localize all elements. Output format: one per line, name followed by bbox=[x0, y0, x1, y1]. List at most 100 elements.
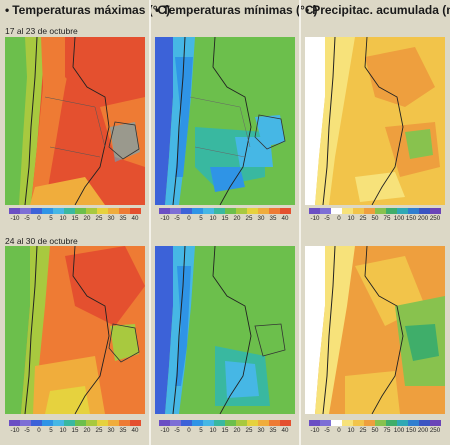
scale-precip-week-1: -10 -5 0 10 25 50 75 100 150 200 250 bbox=[305, 208, 445, 224]
scale-tick-label: -5 bbox=[24, 427, 30, 434]
scale-color-step bbox=[108, 208, 119, 214]
scale-color-step bbox=[280, 420, 291, 426]
scale-tick-label: 15 bbox=[71, 215, 79, 222]
scale-tick-label: 20 bbox=[83, 215, 91, 222]
title-max-temp: • Temperaturas máximas (°C) bbox=[5, 3, 171, 17]
scale-color-step bbox=[408, 420, 419, 426]
map-precip-week-2 bbox=[305, 246, 445, 414]
scale-color-step bbox=[86, 420, 97, 426]
scale-tick-label: 15 bbox=[71, 427, 79, 434]
scale-tick-label: 50 bbox=[371, 427, 379, 434]
scale-tick-label: 25 bbox=[359, 215, 367, 222]
scale-color-step bbox=[31, 208, 42, 214]
scale-tick-label: 100 bbox=[393, 215, 405, 222]
scale-color-step bbox=[119, 208, 130, 214]
scale-max-temp-week-2: -10 -5 0 5 10 15 20 25 30 35 40 bbox=[5, 420, 145, 436]
scale-color-step bbox=[64, 420, 75, 426]
column-divider bbox=[149, 0, 151, 445]
scale-tick-label: -5 bbox=[174, 427, 180, 434]
scale-color-step bbox=[97, 420, 108, 426]
scale-tick-label: 40 bbox=[131, 215, 139, 222]
scale-color-step bbox=[236, 420, 247, 426]
scale-tick-label: 250 bbox=[429, 427, 441, 434]
scale-color-step bbox=[375, 420, 386, 426]
scale-color-step bbox=[320, 208, 331, 214]
scale-color-step bbox=[309, 420, 320, 426]
scale-color-step bbox=[64, 208, 75, 214]
scale-color-step bbox=[225, 420, 236, 426]
scale-color-step bbox=[119, 420, 130, 426]
scale-color-step bbox=[86, 208, 97, 214]
scale-color-step bbox=[258, 420, 269, 426]
scale-tick-label: 35 bbox=[119, 215, 127, 222]
scale-tick-label: 75 bbox=[383, 215, 391, 222]
scale-color-step bbox=[159, 420, 170, 426]
scale-tick-label: -5 bbox=[324, 215, 330, 222]
scale-color-step bbox=[269, 208, 280, 214]
scale-tick-label: -10 bbox=[310, 215, 320, 222]
scale-tick-label: 35 bbox=[269, 427, 277, 434]
scale-color-step bbox=[430, 208, 441, 214]
scale-min-temp-week-2: -10 -5 0 5 10 15 20 25 30 35 40 bbox=[155, 420, 295, 436]
scale-color-step bbox=[364, 420, 375, 426]
scale-tick-label: 100 bbox=[393, 427, 405, 434]
scale-tick-label: 30 bbox=[257, 427, 265, 434]
scale-tick-label: 150 bbox=[405, 427, 417, 434]
scale-tick-label: 0 bbox=[187, 215, 191, 222]
column-divider bbox=[299, 0, 301, 445]
map-min-temp-week-2 bbox=[155, 246, 295, 414]
scale-color-step bbox=[9, 208, 20, 214]
scale-tick-label: 150 bbox=[405, 215, 417, 222]
scale-color-step bbox=[342, 420, 353, 426]
scale-color-step bbox=[214, 420, 225, 426]
scale-tick-label: 40 bbox=[131, 427, 139, 434]
scale-color-step bbox=[192, 420, 203, 426]
scale-color-step bbox=[419, 420, 430, 426]
column-headers: • Temperaturas máximas (°C) • Temperaturas… bbox=[0, 0, 450, 22]
scale-color-step bbox=[192, 208, 203, 214]
scale-color-step bbox=[397, 420, 408, 426]
scale-tick-label: 25 bbox=[95, 215, 103, 222]
scale-tick-label: 0 bbox=[337, 215, 341, 222]
scale-color-step bbox=[258, 208, 269, 214]
scale-color-step bbox=[42, 420, 53, 426]
scale-color-step bbox=[203, 208, 214, 214]
scale-color-step bbox=[247, 208, 258, 214]
scale-tick-label: 5 bbox=[49, 427, 53, 434]
scale-tick-label: -10 bbox=[160, 215, 170, 222]
scale-color-step bbox=[386, 420, 397, 426]
scale-color-step bbox=[53, 420, 64, 426]
scale-max-temp-week-1: -10 -5 0 5 10 15 20 25 30 35 40 bbox=[5, 208, 145, 224]
scale-tick-label: 0 bbox=[337, 427, 341, 434]
scale-color-step bbox=[375, 208, 386, 214]
scale-color-step bbox=[20, 420, 31, 426]
scale-tick-label: 75 bbox=[383, 427, 391, 434]
scale-color-step bbox=[331, 208, 342, 214]
map-max-temp-week-1 bbox=[5, 37, 145, 205]
scale-color-step bbox=[408, 208, 419, 214]
scale-tick-label: 30 bbox=[257, 215, 265, 222]
scale-tick-label: 200 bbox=[417, 427, 429, 434]
scale-color-step bbox=[75, 420, 86, 426]
scale-precip-week-2: -10 -5 0 10 25 50 75 100 150 200 250 bbox=[305, 420, 445, 436]
scale-tick-label: -5 bbox=[174, 215, 180, 222]
scale-tick-label: 35 bbox=[269, 215, 277, 222]
scale-color-step bbox=[130, 208, 141, 214]
scale-tick-label: 10 bbox=[59, 427, 67, 434]
week-2-label: 24 al 30 de octubre bbox=[5, 236, 78, 246]
scale-tick-label: 10 bbox=[347, 215, 355, 222]
scale-tick-label: 15 bbox=[221, 427, 229, 434]
scale-color-step bbox=[353, 208, 364, 214]
scale-tick-label: 40 bbox=[281, 215, 289, 222]
scale-tick-label: -10 bbox=[310, 427, 320, 434]
scale-tick-label: -5 bbox=[324, 427, 330, 434]
scale-color-step bbox=[170, 420, 181, 426]
scale-color-step bbox=[53, 208, 64, 214]
scale-color-step bbox=[20, 208, 31, 214]
scale-tick-label: 10 bbox=[209, 215, 217, 222]
scale-color-step bbox=[353, 420, 364, 426]
scale-color-step bbox=[236, 208, 247, 214]
scale-tick-label: 25 bbox=[245, 215, 253, 222]
scale-color-step bbox=[108, 420, 119, 426]
